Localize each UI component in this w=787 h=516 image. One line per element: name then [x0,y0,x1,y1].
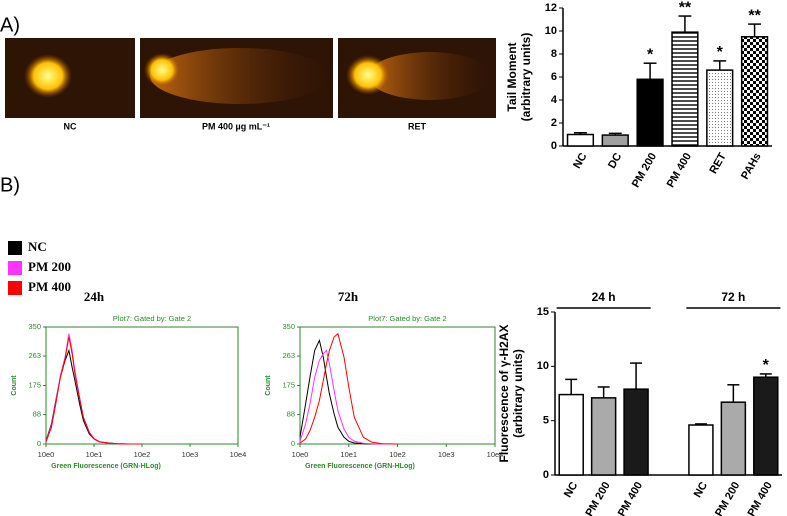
x-tick-label: PM 200 [713,480,742,516]
x-tick-label: 10e2 [389,450,406,459]
significance: ** [679,0,692,16]
significance: * [717,44,724,61]
y-tick-label: 0 [551,140,557,152]
x-tick-label: 10e4 [230,450,247,459]
y-tick-label: 88 [287,410,295,419]
y-axis-label: Tail Moment(arbitrary units) [505,33,533,122]
x-tick-label: PM 400 [665,151,694,190]
legend-label: PM 400 [28,279,71,294]
x-tick-label: 10e2 [134,450,151,459]
legend-label: PM 200 [28,259,71,274]
x-tick-label: PM 200 [630,151,659,190]
group-label: 24 h [592,290,616,304]
x-tick-label: PM 400 [746,480,775,516]
x-tick-label: PM 400 [616,480,645,516]
micrograph [5,38,135,118]
y-tick-label: 12 [545,2,557,14]
histogram-line [299,332,398,445]
y-axis-label-line: (arbitrary units) [519,33,533,122]
x-tick-label: 10e0 [292,450,309,459]
y-tick-label: 6 [551,71,557,83]
bar [753,376,779,476]
bar [671,31,699,147]
histogram-line [45,336,142,445]
significance: * [647,46,654,63]
x-tick-label: DC [606,151,624,171]
y-tick-label: 88 [33,410,41,419]
image-label: RET [408,121,427,131]
x-tick-label: 10e0 [38,450,55,459]
y-axis-label: Count [265,375,272,396]
bar [688,424,714,476]
plot-frame [299,326,496,445]
x-tick-label: PAHs [739,151,764,182]
plot-frame [45,326,239,445]
y-tick-label: 0 [37,439,41,448]
histogram-line [299,338,398,445]
micrograph [338,38,496,118]
legend-label: NC [28,239,47,254]
y-axis-label-line: Tail Moment [505,42,519,111]
x-tick-label: 10e3 [438,450,455,459]
histogram-line [299,349,398,445]
panel-label: A) [0,14,20,36]
y-axis-label: Count [11,375,18,396]
bar [590,397,617,476]
y-tick-label: 4 [551,94,558,106]
image-label: NC [64,121,77,131]
y-axis-label-line: Fluorescence of γ-H2AX [497,324,511,462]
group-label: 72 h [721,290,745,304]
x-tick-label: NC [562,480,580,500]
histogram-line [45,333,142,445]
y-tick-label: 10 [545,25,557,37]
micrograph [140,38,333,118]
y-tick-label: 8 [551,48,557,60]
y-tick-label: 2 [551,117,557,129]
x-tick-label: 10e4 [487,450,504,459]
bar [601,134,629,147]
y-tick-label: 10 [537,360,549,372]
y-tick-label: 350 [282,322,295,331]
y-axis-label-line: (arbitrary units) [511,349,525,438]
y-tick-label: 350 [28,322,41,331]
x-tick-label: PM 200 [583,480,612,516]
bar [558,393,584,476]
image-label: PM 400 µg mL⁻¹ [202,121,270,131]
bar [623,388,649,476]
chart-title: 72h [338,289,359,304]
bar [566,133,595,147]
x-tick-label: 10e1 [86,450,103,459]
bar [720,401,747,476]
x-tick-label: RET [707,151,729,176]
y-tick-label: 175 [28,380,41,389]
bar [706,69,734,147]
x-tick-label: NC [571,151,589,171]
x-axis-label: Green Fluorescence (GRN-HLog) [51,463,161,470]
significance: * [763,357,770,374]
y-tick-label: 15 [537,306,549,318]
chart-title: 24h [84,289,105,304]
bar [740,36,769,147]
y-axis-label: Fluorescence of γ-H2AX(arbitrary units) [497,324,525,462]
legend-swatch [8,241,22,255]
y-tick-label: 175 [282,380,295,389]
significance: ** [748,7,761,24]
chart-subtitle: Plot7: Gated by: Gate 2 [368,314,446,323]
x-tick-label: 10e1 [340,450,357,459]
y-tick-label: 0 [291,439,295,448]
y-tick-label: 263 [282,351,295,360]
y-tick-label: 263 [28,351,41,360]
bar [636,78,664,147]
y-tick-label: 5 [543,415,549,427]
y-tick-label: 0 [543,469,549,481]
chart-subtitle: Plot7: Gated by: Gate 2 [113,314,191,323]
x-tick-label: 10e3 [182,450,199,459]
panel-label: B) [0,174,20,196]
legend-swatch [8,281,22,295]
legend-swatch [8,261,22,275]
histogram-line [45,348,142,445]
x-axis-label: Green Fluorescence (GRN-HLog) [305,463,415,470]
x-tick-label: NC [692,480,710,500]
